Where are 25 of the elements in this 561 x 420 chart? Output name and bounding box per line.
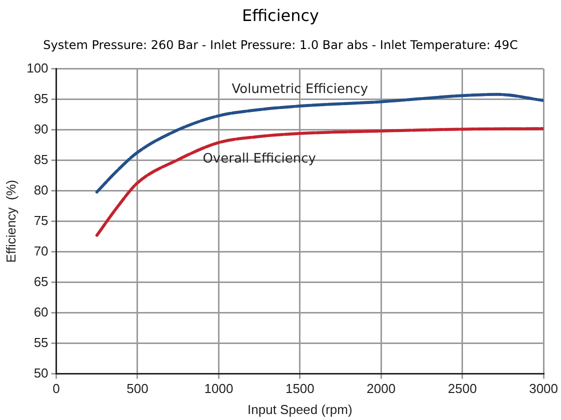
series-label: Overall Efficiency <box>202 151 316 166</box>
x-tick-label: 1000 <box>204 381 234 396</box>
y-axis-title: Efficiency (%) <box>3 180 18 263</box>
x-tick-label: 1500 <box>285 381 314 396</box>
chart-title: Efficiency <box>240 6 320 25</box>
y-tick-label: 85 <box>34 152 48 167</box>
x-tick-label: 2000 <box>366 381 396 396</box>
line-series <box>95 127 544 237</box>
y-tick-label: 60 <box>34 304 48 320</box>
series-label: Volumetric Efficiency <box>232 82 368 97</box>
x-tick-label: 0 <box>52 381 60 396</box>
y-tick-label: 70 <box>34 243 48 258</box>
x-tick-label: 500 <box>126 381 148 396</box>
y-tick-label: 100 <box>26 60 48 76</box>
x-tick-label: 3000 <box>529 381 558 396</box>
y-tick-label: 65 <box>34 274 48 289</box>
y-tick-label: 75 <box>34 212 48 228</box>
y-tick-label: 90 <box>34 121 48 136</box>
y-tick-label: 80 <box>34 182 48 198</box>
y-tick-label: 95 <box>34 90 48 106</box>
chart-subtitle: System Pressure: 260 Bar - Inlet Pressure: 1.0 Bar abs - Inlet Temperature: 49C <box>42 38 519 52</box>
x-tick-label: 2500 <box>448 381 477 396</box>
y-tick-label: 50 <box>34 365 48 380</box>
x-axis-title: Input Speed (rpm) <box>248 402 352 417</box>
y-tick-label: 55 <box>34 334 48 350</box>
